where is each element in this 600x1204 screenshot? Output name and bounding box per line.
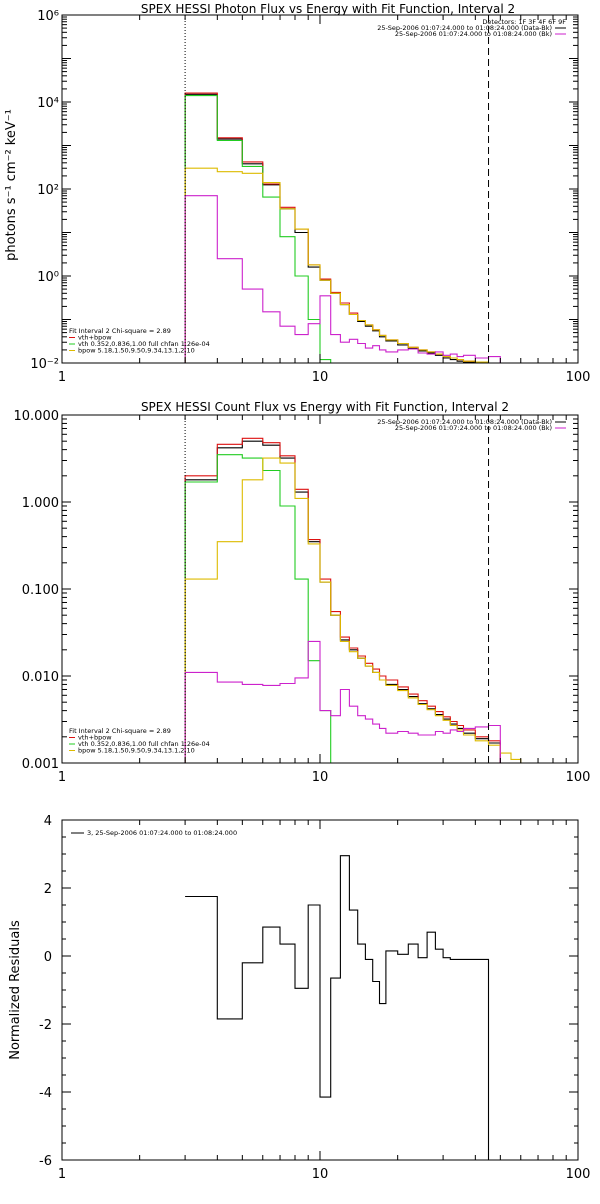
count-flux-series-vth: [184, 454, 501, 764]
photon-flux-ytick-label-3: 10⁴: [37, 96, 59, 111]
residuals-tick-labels: 1 10 100 -6 -4 -2 0 2 4: [39, 814, 590, 1182]
count-flux-axis-ticks: [61, 414, 579, 764]
photon-flux-axis-ticks: [61, 14, 579, 364]
residuals-ytick-label-5: 4: [44, 814, 52, 829]
count-flux-legend-bl-text-0: Fit Interval 2 Chi-square = 2.89: [69, 727, 171, 735]
photon-flux-ylabel: photons s⁻¹ cm⁻² keV⁻¹: [4, 109, 19, 261]
photon-flux-legend-bl-text-0: Fit Interval 2 Chi-square = 2.89: [69, 327, 171, 335]
photon-flux-series-data-bk: [184, 93, 501, 364]
count-flux-panel: SPEX HESSI Count Flux vs Energy with Fit…: [14, 400, 591, 785]
residuals-ytick-label-2: -2: [39, 1018, 52, 1033]
count-flux-xtick-label-100: 100: [566, 770, 591, 785]
count-flux-series-bk: [184, 640, 501, 763]
residuals-series-3-25-sep-2006-01-07-24-000-to-01-08-24-000: [185, 855, 490, 1160]
count-flux-legend-tr-text-1: 25-Sep-2006 01:07:24.000 to 01:08:24.000…: [395, 424, 552, 432]
count-flux-series-group: [184, 437, 530, 764]
count-flux-vlines: [184, 415, 490, 763]
residuals-legend: 3, 25-Sep-2006 01:07:24.000 to 01:08:24.…: [71, 829, 237, 837]
residuals-series-group: [185, 855, 490, 1160]
photon-flux-series-bpow: [184, 167, 501, 364]
photon-flux-xtick-label-100: 100: [566, 370, 591, 385]
photon-flux-legend-tr-text-1: 25-Sep-2006 01:07:24.000 to 01:08:24.000…: [377, 24, 552, 32]
count-flux-ytick-label-2: 0.100: [22, 583, 59, 598]
residuals-xtick-label-100: 100: [566, 1167, 591, 1182]
count-flux-series-data-bk: [184, 440, 501, 763]
count-flux-legend-tr-text-0: 25-Sep-2006 01:07:24.000 to 01:08:24.000…: [377, 418, 552, 426]
photon-flux-legend-tr-text-2: 25-Sep-2006 01:07:24.000 to 01:08:24.000…: [395, 30, 552, 38]
photon-flux-ytick-label-4: 10⁶: [37, 9, 59, 24]
count-flux-legend-bl-text-3: bpow 5.18,1.50,9.50,9.34,13.1,2.10: [78, 747, 195, 755]
photon-flux-series-vth-bpow: [184, 92, 501, 364]
count-flux-legend-bl-text-2: vth 0.352,0.836,1.00 full chfan 1.26e-04: [78, 740, 210, 748]
photon-flux-ytick-label-2: 10²: [37, 183, 59, 198]
photon-flux-series-group: [184, 92, 501, 364]
count-flux-ytick-label-3: 1.000: [22, 496, 59, 511]
photon-flux-xtick-label-10: 10: [312, 370, 329, 385]
count-flux-ytick-label-4: 10.000: [14, 409, 60, 424]
count-flux-legend-top-right: 25-Sep-2006 01:07:24.000 to 01:08:24.000…: [377, 418, 566, 432]
photon-flux-series-bk: [184, 195, 501, 363]
photon-flux-ytick-label-0: 10⁻²: [30, 357, 59, 372]
residuals-axis-ticks: [61, 819, 579, 1161]
count-flux-ytick-label-1: 0.010: [22, 670, 59, 685]
photon-flux-panel: SPEX HESSI Photon Flux vs Energy with Fi…: [4, 2, 590, 385]
residuals-ytick-label-0: -6: [39, 1154, 52, 1169]
photon-flux-legend-bl-text-1: vth+bpow: [78, 334, 112, 342]
photon-flux-vlines: [184, 15, 490, 363]
residuals-ytick-label-4: 2: [44, 882, 52, 897]
count-flux-xtick-label-10: 10: [312, 770, 329, 785]
photon-flux-xtick-label-1: 1: [58, 370, 66, 385]
photon-flux-series-vth: [184, 95, 501, 364]
photon-flux-legend-bl-text-2: vth 0.352,0.836,1.00 full chfan 1.26e-04: [78, 340, 210, 348]
count-flux-series-vth-bpow: [184, 437, 501, 763]
photon-flux-ytick-label-1: 10⁰: [37, 270, 59, 285]
count-flux-legend-bl-text-1: vth+bpow: [78, 734, 112, 742]
residuals-ylabel: Normalized Residuals: [8, 920, 23, 1060]
residuals-ytick-label-3: 0: [44, 950, 52, 965]
count-flux-ytick-label-0: 0.001: [22, 757, 59, 772]
count-flux-legend-bottom-left: Fit Interval 2 Chi-square = 2.89vth+bpow…: [69, 727, 210, 755]
count-flux-title: SPEX HESSI Count Flux vs Energy with Fit…: [141, 400, 509, 414]
count-flux-xtick-label-1: 1: [58, 770, 66, 785]
photon-flux-legend-tr-text-0: Detectors: 1F 3F 4F 6F 9F: [482, 18, 566, 26]
count-flux-series-bpow: [184, 457, 530, 764]
residuals-xtick-label-10: 10: [312, 1167, 329, 1182]
residuals-ytick-label-1: -4: [39, 1086, 52, 1101]
residuals-panel: Normalized Residuals 1 10 100 -6 -4 -2 0 2 4 3, …: [8, 814, 590, 1182]
count-flux-tick-labels: 1 10 100 0.001 0.010 0.100 1.000 10.000: [14, 409, 591, 785]
photon-flux-legend-bottom-left: Fit Interval 2 Chi-square = 2.89vth+bpow…: [69, 327, 210, 355]
residuals-legend-text: 3, 25-Sep-2006 01:07:24.000 to 01:08:24.…: [87, 829, 237, 837]
residuals-xtick-label-1: 1: [58, 1167, 66, 1182]
photon-flux-title: SPEX HESSI Photon Flux vs Energy with Fi…: [141, 2, 515, 16]
photon-flux-tick-labels: 1 10 100 10⁻² 10⁰ 10² 10⁴ 10⁶: [30, 9, 590, 385]
photon-flux-legend-bl-text-3: bpow 5.18,1.50,9.50,9.34,13.1,2.10: [78, 347, 195, 355]
